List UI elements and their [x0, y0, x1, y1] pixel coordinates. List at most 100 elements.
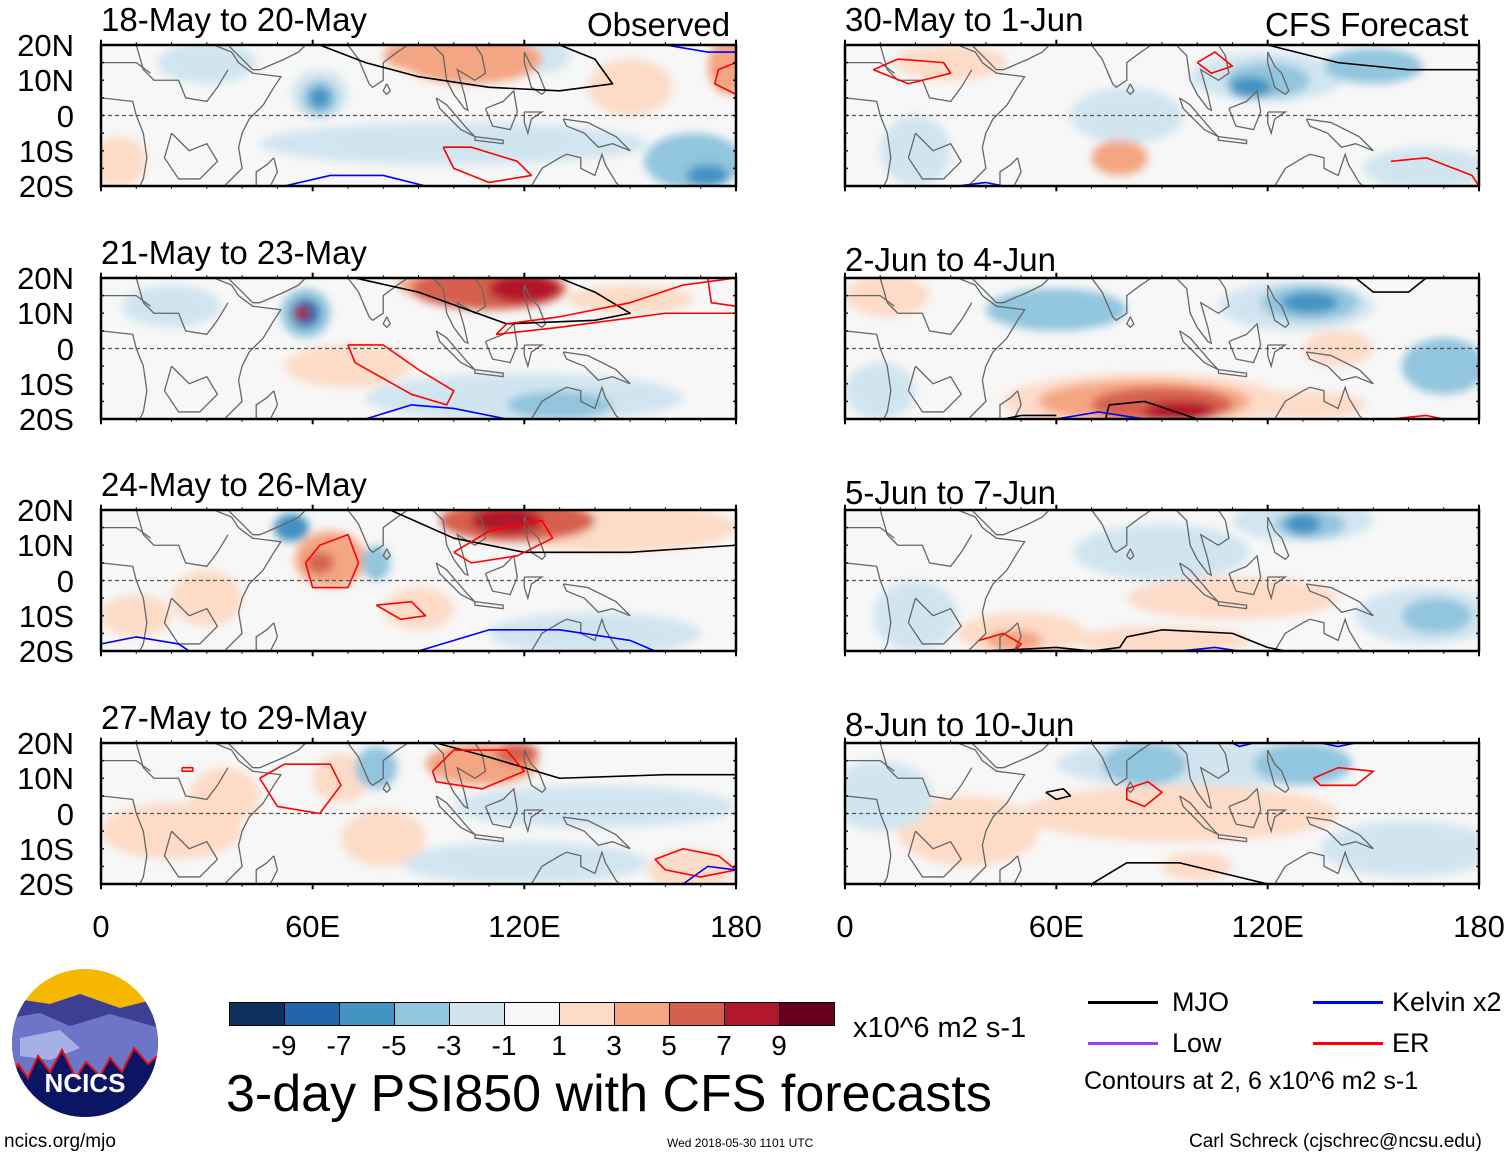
anomaly-region — [985, 288, 1127, 331]
lat-label: 20S — [18, 402, 74, 437]
colorbar-label: 9 — [771, 1030, 787, 1061]
lat-label: 10S — [18, 598, 74, 634]
coastline — [136, 510, 228, 566]
anomaly-region — [1401, 598, 1472, 634]
lat-label: 20N — [17, 28, 74, 63]
coastline — [1092, 743, 1152, 785]
wave-contour — [1268, 45, 1479, 70]
wave-contour — [348, 345, 454, 405]
coastline — [845, 296, 894, 307]
anomaly-region — [259, 122, 648, 165]
coastline — [908, 133, 961, 179]
footer-timestamp: Wed 2018-05-30 1101 UTC — [667, 1136, 814, 1150]
coastline — [524, 577, 542, 598]
coastline — [256, 391, 277, 419]
coastline — [1176, 278, 1229, 343]
coastline — [563, 584, 630, 616]
anomaly-region — [845, 278, 930, 317]
wave-contour — [419, 630, 655, 651]
colorbar-label: 7 — [716, 1030, 732, 1061]
anomaly-region — [340, 809, 426, 867]
panel-title: 21-May to 23-May — [101, 234, 367, 271]
wave-contour — [979, 633, 1021, 651]
coastline — [1306, 352, 1373, 384]
coastline — [383, 317, 390, 328]
coastline — [563, 352, 630, 384]
lon-label: 180 — [710, 909, 762, 944]
coastline — [101, 563, 147, 651]
colorbar-label: 3 — [606, 1030, 622, 1061]
lat-label: 10N — [17, 63, 74, 99]
legend-kelvin-label: Kelvin x2 — [1392, 987, 1502, 1017]
coastline — [958, 45, 1025, 186]
wave-contour — [665, 45, 736, 52]
anomaly-region — [1362, 147, 1479, 186]
colorbar-label: -1 — [491, 1030, 517, 1061]
lat-label: 10N — [17, 528, 74, 564]
lat-label: 0 — [56, 331, 74, 367]
anomaly-region — [383, 45, 440, 70]
coastline — [228, 278, 306, 303]
lat-label: 0 — [56, 98, 74, 134]
wave-contour — [306, 535, 359, 588]
wave-contour — [260, 764, 341, 813]
coastline — [845, 761, 894, 772]
coastline — [524, 112, 542, 133]
anomaly-region — [1144, 401, 1215, 419]
lat-label: 20N — [17, 261, 74, 296]
coastline — [1306, 817, 1373, 849]
coastline — [486, 91, 518, 130]
anomaly-region — [506, 390, 613, 419]
map-panel — [101, 278, 736, 419]
coastline — [1176, 743, 1229, 808]
forecast-header: CFS Forecast — [1265, 6, 1469, 43]
anomaly-region — [355, 746, 398, 789]
coastline — [1268, 517, 1289, 559]
coastline — [958, 278, 1025, 419]
wave-contour — [376, 602, 425, 620]
coastline — [475, 602, 503, 609]
anomaly-region — [489, 612, 701, 651]
colorbar-swatch — [614, 1002, 670, 1026]
map-panel — [845, 743, 1479, 884]
coastline — [845, 98, 891, 186]
legend-mjo-line — [1088, 1001, 1158, 1004]
coastline — [348, 743, 408, 785]
coastline — [1000, 623, 1021, 651]
coastline — [214, 510, 281, 651]
colorbar-swatch — [669, 1002, 725, 1026]
wave-contour — [496, 278, 736, 334]
coastline — [531, 852, 619, 884]
footer-url[interactable]: ncics.org/mjo — [4, 1131, 116, 1152]
coastline — [1275, 154, 1363, 186]
coastline — [845, 331, 891, 419]
coastline — [101, 296, 150, 307]
coastline — [1000, 158, 1021, 186]
anomaly-region — [1126, 576, 1339, 620]
coastline — [136, 278, 228, 334]
map-panel — [101, 510, 736, 651]
coastline — [958, 510, 1025, 651]
panel-title: 24-May to 26-May — [101, 466, 367, 503]
coastline — [880, 278, 972, 334]
anomaly-region — [1401, 337, 1479, 395]
wave-contour — [366, 405, 507, 419]
coastline — [1229, 324, 1261, 363]
coastline — [1092, 510, 1152, 552]
anomaly-region — [312, 753, 370, 803]
wave-contour — [715, 63, 736, 95]
wave-contour — [433, 750, 525, 789]
wave-contour — [1197, 52, 1232, 73]
colorbar-swatch — [504, 1002, 560, 1026]
wave-contour — [1092, 863, 1268, 884]
coastline — [563, 817, 630, 849]
lat-label: 20S — [18, 867, 74, 902]
anomaly-region — [1073, 524, 1251, 581]
coastline — [228, 45, 306, 70]
lat-label: 10N — [17, 761, 74, 797]
map-panel — [845, 510, 1479, 651]
coastline — [1268, 52, 1289, 94]
coastline — [563, 119, 630, 151]
anomaly-region — [496, 743, 539, 765]
coastline — [433, 510, 486, 575]
